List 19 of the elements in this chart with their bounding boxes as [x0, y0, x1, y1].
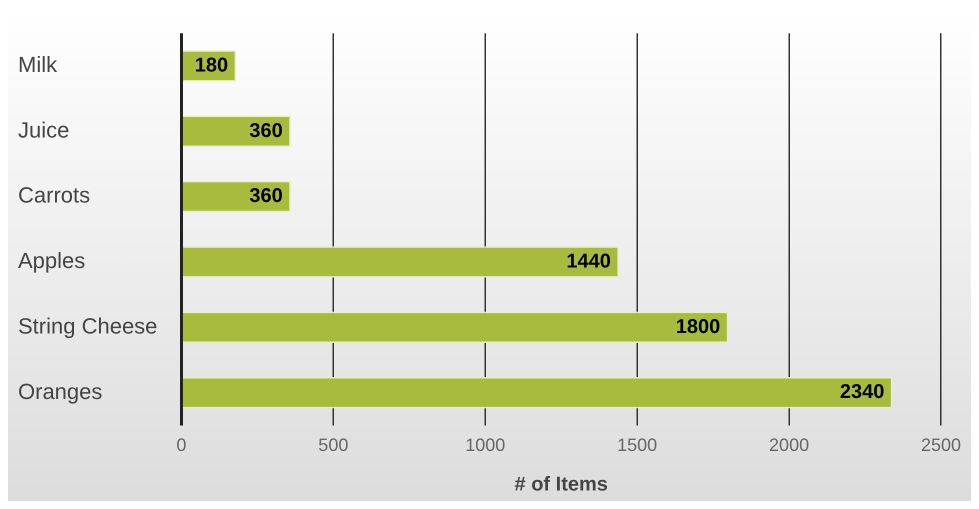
y-tick-label: Milk	[18, 52, 58, 77]
y-tick-label: Apples	[18, 248, 86, 274]
x-tick-label: 2500	[920, 435, 961, 456]
y-tick-label: Carrots	[18, 182, 90, 208]
data-label: 2340	[840, 381, 884, 404]
x-axis-title: # of Items	[514, 474, 608, 496]
data-label: 360	[249, 120, 283, 142]
x-tick-label: 1000	[465, 435, 506, 456]
y-tick-label: String Cheese	[18, 313, 158, 338]
data-label: 180	[194, 54, 228, 76]
x-tick-label: 0	[176, 435, 186, 456]
data-label: 1800	[676, 316, 720, 338]
x-tick-label: 2000	[769, 435, 810, 456]
data-label: 360	[249, 185, 283, 208]
x-tick-label: 500	[318, 435, 348, 456]
y-tick-label: Oranges	[18, 378, 102, 404]
data-label: 1440	[566, 250, 611, 272]
x-tick-label: 1500	[617, 435, 658, 456]
y-tick-label: Juice	[18, 117, 70, 142]
